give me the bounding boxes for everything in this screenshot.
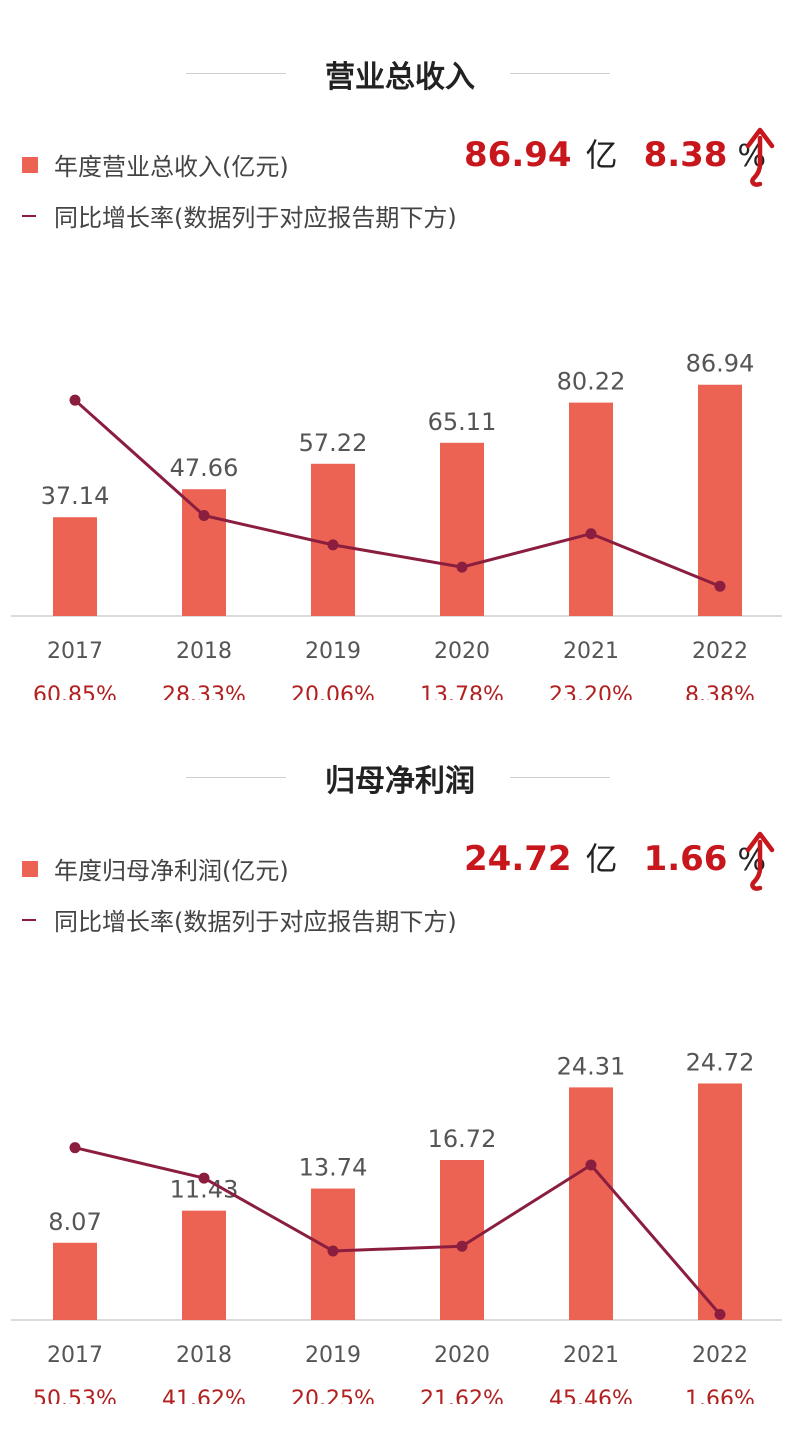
growth-rate-label: 60.85% (33, 683, 117, 700)
growth-rate-point (585, 528, 597, 540)
legend-bar-swatch (22, 156, 38, 173)
growth-rate-line (74, 399, 721, 588)
up-arrow-icon (745, 127, 775, 187)
legend-bar-label: 年度归母净利润(亿元) (54, 857, 289, 885)
x-tick-label: 2018 (176, 1343, 232, 1368)
growth-rate-label: 21.62% (420, 1387, 504, 1404)
net-profit-chart: 8.07201750.53%11.43201841.62%13.74201920… (11, 1048, 782, 1404)
legend-line-label: 同比增长率(数据列于对应报告期下方) (54, 908, 457, 936)
bar-value-label: 24.72 (686, 1048, 755, 1076)
revenue-chart: 37.14 2017 60.85% 47.66 2018 28.33% 57.22 2019 2… (11, 350, 782, 700)
growth-rate-point (69, 394, 81, 406)
kpi-growth: 8.38 (643, 135, 728, 175)
kpi-value: 86.94 (464, 135, 572, 175)
x-tick-label: 2017 (47, 1343, 103, 1368)
bar (440, 442, 484, 616)
title-divider-left (186, 777, 286, 778)
growth-rate-label: 1.66% (685, 1387, 755, 1404)
bar (569, 1087, 613, 1320)
kpi-value-unit: 亿 (585, 136, 618, 174)
growth-rate-point (69, 1142, 81, 1154)
bar (698, 1083, 742, 1320)
title-divider-left (186, 73, 286, 74)
x-tick-label: 2021 (563, 1343, 619, 1368)
revenue-panel: 营业总收入 年度营业总收入(亿元) 同比增长率(数据列于对应报告期下方) 86.… (0, 0, 800, 704)
kpi-summary: 24.72 亿 1.66 % (464, 834, 766, 880)
x-tick-label: 2019 (305, 1343, 361, 1368)
growth-rate-point (327, 539, 339, 551)
bar (53, 1242, 97, 1320)
bar-value-label: 16.72 (428, 1125, 497, 1153)
growth-rate-point (714, 1308, 726, 1320)
growth-rate-point (714, 580, 726, 592)
bar-value-label: 37.14 (41, 482, 110, 510)
legend-bar-entry: 年度归母净利润(亿元) (22, 851, 289, 886)
bar-value-label: 65.11 (428, 408, 497, 436)
title-divider-right (510, 777, 610, 778)
bar-value-label: 47.66 (170, 454, 239, 482)
growth-rate-label: 8.38% (685, 683, 755, 700)
bar (698, 384, 742, 616)
chart-title: 营业总收入 (325, 60, 475, 95)
x-tick-label: 2018 (176, 639, 232, 664)
growth-rate-label: 20.06% (291, 683, 375, 700)
x-tick-label: 2017 (47, 639, 103, 664)
kpi-value-unit: 亿 (585, 840, 618, 878)
growth-rate-label: 50.53% (33, 1387, 117, 1404)
growth-rate-label: 41.62% (162, 1387, 246, 1404)
up-arrow-icon (745, 831, 775, 891)
x-tick-label: 2022 (692, 639, 748, 664)
x-tick-label: 2020 (434, 1343, 490, 1368)
title-divider-right (510, 73, 610, 74)
growth-rate-point (456, 561, 468, 573)
bar (569, 402, 613, 616)
x-tick-label: 2021 (563, 639, 619, 664)
x-tick-label: 2020 (434, 639, 490, 664)
growth-rate-label: 13.78% (420, 683, 504, 700)
legend-bar-swatch (22, 860, 38, 877)
bar (440, 1160, 484, 1320)
growth-rate-label: 28.33% (162, 683, 246, 700)
legend-line-label: 同比增长率(数据列于对应报告期下方) (54, 204, 457, 232)
legend-line-swatch (22, 214, 36, 217)
growth-rate-point (198, 510, 210, 522)
bar-value-label: 86.94 (686, 350, 755, 378)
bar (182, 489, 226, 616)
growth-rate-label: 23.20% (549, 683, 633, 700)
chart-title: 归母净利润 (325, 764, 475, 799)
growth-rate-label: 20.25% (291, 1387, 375, 1404)
bar (53, 517, 97, 616)
growth-rate-point (456, 1240, 468, 1252)
bar-value-label: 8.07 (48, 1208, 101, 1236)
legend-bar-entry: 年度营业总收入(亿元) (22, 147, 289, 182)
bar-value-label: 13.74 (299, 1154, 368, 1182)
kpi-value: 24.72 (464, 839, 572, 879)
legend-line-swatch (22, 918, 36, 921)
legend-line-entry: 同比增长率(数据列于对应报告期下方) (22, 198, 457, 233)
bar-value-label: 24.31 (557, 1052, 626, 1080)
net-profit-panel: 归母净利润 年度归母净利润(亿元) 同比增长率(数据列于对应报告期下方) 24.… (0, 704, 800, 1408)
growth-rate-point (198, 1172, 210, 1184)
bar (182, 1210, 226, 1320)
growth-rate-label: 45.46% (549, 1387, 633, 1404)
x-tick-label: 2019 (305, 639, 361, 664)
legend-bar-label: 年度营业总收入(亿元) (54, 153, 289, 181)
bar-value-label: 80.22 (557, 368, 626, 396)
kpi-summary: 86.94 亿 8.38 % (464, 130, 766, 176)
kpi-growth: 1.66 (643, 839, 728, 879)
bar-value-label: 57.22 (299, 429, 368, 457)
growth-rate-point (585, 1159, 597, 1171)
growth-rate-point (327, 1245, 339, 1257)
legend-line-entry: 同比增长率(数据列于对应报告期下方) (22, 902, 457, 937)
growth-rate-line (74, 1146, 722, 1316)
x-tick-label: 2022 (692, 1343, 748, 1368)
